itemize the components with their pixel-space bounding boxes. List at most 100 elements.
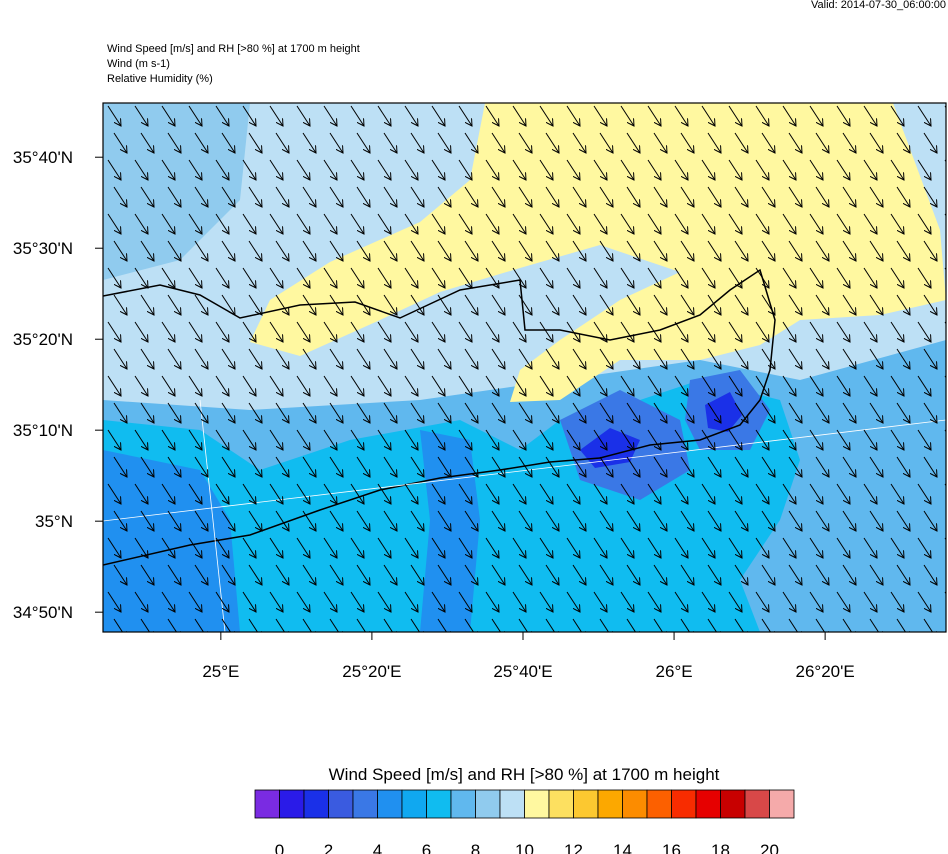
wind-arrow	[296, 321, 310, 342]
wind-arrow	[545, 402, 559, 423]
wind-arrow	[350, 537, 364, 558]
wind-arrow	[701, 537, 715, 558]
wind-arrow	[728, 537, 742, 558]
wind-arrow	[869, 348, 883, 369]
wind-arrow	[707, 618, 721, 632]
colorbar-swatch	[548, 789, 574, 819]
wind-arrow	[815, 132, 829, 153]
wind-arrow	[566, 429, 580, 450]
colorbar-tick-label: 0	[275, 841, 284, 854]
wind-arrow	[512, 267, 526, 288]
wind-arrow	[701, 429, 715, 450]
wind-arrow	[275, 348, 289, 369]
wind-arrow	[674, 537, 688, 558]
wind-arrow	[593, 375, 607, 396]
wind-arrow	[323, 159, 337, 180]
wind-arrow	[350, 159, 364, 180]
wind-arrow	[647, 321, 661, 342]
wind-arrow	[917, 321, 931, 342]
wind-arrow	[464, 132, 478, 153]
colorbar-swatch	[769, 789, 795, 819]
wind-arrow	[140, 348, 154, 369]
wind-arrow	[890, 375, 904, 396]
wind-arrow	[410, 618, 424, 632]
colorbar-tick-label: 20	[760, 841, 779, 854]
wind-arrow	[269, 483, 283, 504]
wind-arrow	[323, 105, 337, 126]
wind-arrow	[842, 132, 856, 153]
wind-arrow	[815, 456, 829, 477]
wind-arrow	[215, 375, 229, 396]
wind-arrow	[134, 375, 148, 396]
wind-arrow	[620, 105, 634, 126]
wind-arrow	[464, 618, 478, 632]
wind-arrow	[539, 213, 553, 234]
wind-arrow	[437, 294, 451, 315]
wind-arrow	[113, 510, 127, 531]
wind-arrow	[890, 537, 904, 558]
wind-arrow	[410, 240, 424, 261]
wind-arrow	[869, 510, 883, 531]
wind-arrow	[518, 132, 532, 153]
wind-arrow	[437, 132, 451, 153]
wind-arrow	[545, 618, 559, 632]
wind-arrow	[167, 510, 181, 531]
wind-arrow	[782, 591, 796, 612]
wind-arrow	[302, 510, 316, 531]
wind-arrow	[377, 429, 391, 450]
wind-arrow	[275, 456, 289, 477]
wind-arrow	[431, 483, 445, 504]
wind-arrow	[464, 564, 478, 585]
wind-arrow	[599, 132, 613, 153]
wind-arrow	[248, 456, 262, 477]
wind-arrow	[485, 267, 499, 288]
wind-arrow	[410, 564, 424, 585]
y-tick-label: 35°40'N	[13, 148, 73, 167]
wind-arrow	[248, 564, 262, 585]
wind-arrow	[680, 348, 694, 369]
wind-arrow	[917, 159, 931, 180]
wind-arrow	[869, 132, 883, 153]
wind-arrow	[707, 402, 721, 423]
wind-arrow	[545, 294, 559, 315]
wind-arrow	[350, 321, 364, 342]
wind-arrow	[140, 402, 154, 423]
wind-arrow	[356, 132, 370, 153]
wind-arrow	[890, 213, 904, 234]
wind-arrow	[815, 240, 829, 261]
wind-arrow	[140, 564, 154, 585]
wind-arrow	[167, 132, 181, 153]
wind-arrow	[302, 132, 316, 153]
colorbar-tick-label: 12	[564, 841, 583, 854]
wind-arrow	[566, 213, 580, 234]
wind-arrow	[302, 564, 316, 585]
wind-arrow	[923, 132, 937, 153]
wind-arrow	[680, 132, 694, 153]
wind-arrow	[674, 105, 688, 126]
wind-arrow	[113, 564, 127, 585]
wind-arrow	[275, 240, 289, 261]
wind-arrow	[221, 510, 235, 531]
y-tick-label: 35°20'N	[13, 330, 73, 349]
wind-arrow	[161, 267, 175, 288]
wind-arrow	[761, 132, 775, 153]
wind-arrow	[410, 186, 424, 207]
wind-arrow	[113, 132, 127, 153]
wind-arrow	[728, 321, 742, 342]
wind-arrow	[356, 186, 370, 207]
colorbar-swatch	[622, 789, 648, 819]
wind-arrow	[620, 321, 634, 342]
colorbar-swatch	[401, 789, 427, 819]
wind-arrow	[296, 213, 310, 234]
wind-arrow	[248, 618, 262, 632]
wind-arrow	[242, 591, 256, 612]
wind-arrow	[680, 186, 694, 207]
wind-arrow	[269, 159, 283, 180]
wind-arrow	[728, 159, 742, 180]
wind-arrow	[896, 348, 910, 369]
map-field	[103, 103, 946, 632]
wind-arrow	[593, 537, 607, 558]
wind-arrow	[437, 240, 451, 261]
wind-arrow	[890, 429, 904, 450]
wind-arrow	[815, 402, 829, 423]
